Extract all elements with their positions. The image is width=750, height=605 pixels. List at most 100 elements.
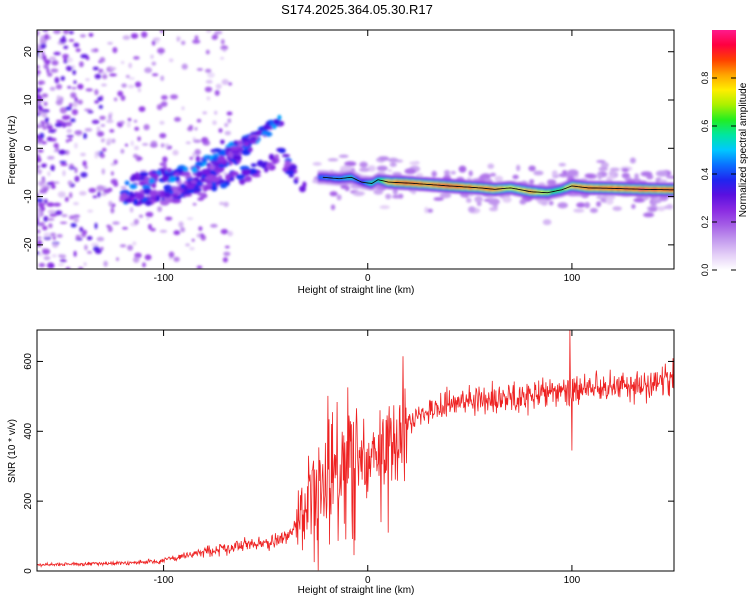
spectrogram-cell <box>41 187 49 191</box>
spectrogram-cell <box>189 156 194 160</box>
spectrogram-cell <box>219 182 228 189</box>
spectrogram-cell <box>207 72 215 78</box>
spectrogram-cell <box>99 115 106 120</box>
spectrogram-cell <box>107 42 113 45</box>
spectrogram-cell <box>248 168 258 176</box>
spectrogram-cell <box>194 127 198 131</box>
spectrogram-cell <box>49 213 58 217</box>
spectrogram-cell <box>63 57 68 62</box>
spectrogram-cell <box>225 174 231 181</box>
spectrogram-cell <box>533 170 544 176</box>
spectrogram-cell <box>47 209 56 214</box>
spectrogram-cell <box>200 233 204 238</box>
spectrogram-cell <box>54 122 63 128</box>
spectrogram-cell <box>224 245 230 249</box>
spectrogram-cell <box>548 179 557 185</box>
spectrogram-cell <box>65 139 69 143</box>
spectrogram-cell <box>385 193 392 200</box>
spectrogram-cell <box>51 60 59 66</box>
spectrogram-cell <box>206 96 211 101</box>
spectrogram-cell <box>48 129 56 133</box>
spectrogram-cell <box>55 84 63 90</box>
spectrogram-cell <box>79 61 84 68</box>
spectrogram-cell <box>129 183 138 190</box>
spectrogram-cell <box>89 33 93 37</box>
spectrogram-cell <box>70 118 76 123</box>
spectrogram-cell <box>38 253 43 256</box>
spectrogram-cell <box>65 65 73 71</box>
spectrogram-cell <box>84 108 92 112</box>
spectrogram-cell <box>168 251 175 258</box>
spectrogram-cell <box>159 229 168 233</box>
spectrogram-cell <box>166 168 172 173</box>
spectrogram-cell <box>165 216 173 221</box>
spectrogram-cell <box>655 170 668 177</box>
spectrogram-cell <box>358 167 370 172</box>
spectrogram-cell <box>159 120 165 125</box>
spectrogram-cell <box>156 170 161 175</box>
snr-ylabel: SNR (10 * v/v) <box>7 419 18 483</box>
spectrogram-cell <box>37 210 42 217</box>
spectrogram-cell <box>113 97 118 102</box>
spectrogram-cell <box>186 217 194 221</box>
spectrogram-cell <box>180 227 186 233</box>
spectrogram-cell <box>528 165 536 172</box>
spectrogram-cell <box>73 214 80 218</box>
spectrogram-cell <box>144 200 152 207</box>
spectrogram-cell <box>127 118 132 122</box>
spectrogram-cell <box>148 223 152 230</box>
spectrogram-cell <box>41 109 50 113</box>
spectrogram-cell <box>69 192 73 199</box>
spectrogram-cell <box>101 192 107 197</box>
spectrogram-cell <box>84 165 88 170</box>
spectrogram-cell <box>490 172 496 177</box>
spectrogram-cell <box>192 152 196 158</box>
spectrogram-cell <box>86 236 93 241</box>
spectrogram-cell <box>138 157 143 161</box>
spectrogram-cell <box>44 117 49 124</box>
spectrogram-cell <box>39 221 45 227</box>
spectrogram-cell <box>99 153 105 159</box>
spectrogram-cell <box>124 143 129 147</box>
spectrogram-cell <box>354 191 365 196</box>
spectrogram-cell <box>133 256 140 263</box>
spectrogram-cell <box>427 208 434 213</box>
spectrogram-cell <box>73 250 77 257</box>
spectrogram-cell <box>557 202 568 209</box>
spectrogram-cell <box>87 209 94 213</box>
spectrogram-cell <box>220 39 225 45</box>
spectrogram-cell <box>541 201 548 206</box>
spectrogram-cell <box>404 168 417 175</box>
spectrogram-cell <box>224 131 231 136</box>
spectrogram-cell <box>218 156 226 163</box>
spectrogram-cell <box>41 178 46 184</box>
spectrogram-cell <box>196 68 203 71</box>
spectrogram-cell <box>468 170 473 177</box>
spectrogram-cell <box>321 175 324 179</box>
spectrogram-cell <box>46 136 53 142</box>
spectrogram-cell <box>330 204 336 211</box>
spectrogram-cell <box>642 195 650 201</box>
spectrogram-cell <box>137 136 142 142</box>
spectrogram-cell <box>558 173 569 178</box>
spectrogram-cell <box>640 171 653 177</box>
spectrogram-cell <box>126 121 131 128</box>
spectrogram-cell <box>74 130 83 136</box>
spectrogram-cell <box>129 207 134 213</box>
spectrogram-cell <box>228 82 233 86</box>
spectrogram-cell <box>83 262 87 267</box>
spectrogram-cell <box>212 148 222 153</box>
spectrogram-cell <box>68 103 73 108</box>
spectrogram-cell <box>218 163 225 168</box>
spectrogram-cell <box>53 30 61 34</box>
spectrogram-cell <box>160 75 165 82</box>
spectrogram-cell <box>94 89 99 96</box>
spectrogram-cell <box>68 138 73 142</box>
spectrogram-cell <box>634 173 639 180</box>
spectrogram-cell <box>197 197 204 201</box>
spectrogram-cell <box>612 206 622 212</box>
spectrogram-cell <box>109 73 117 77</box>
spectrogram-cell <box>468 206 476 213</box>
spectrogram-cell <box>567 169 579 177</box>
spectrogram-cell <box>278 148 286 154</box>
